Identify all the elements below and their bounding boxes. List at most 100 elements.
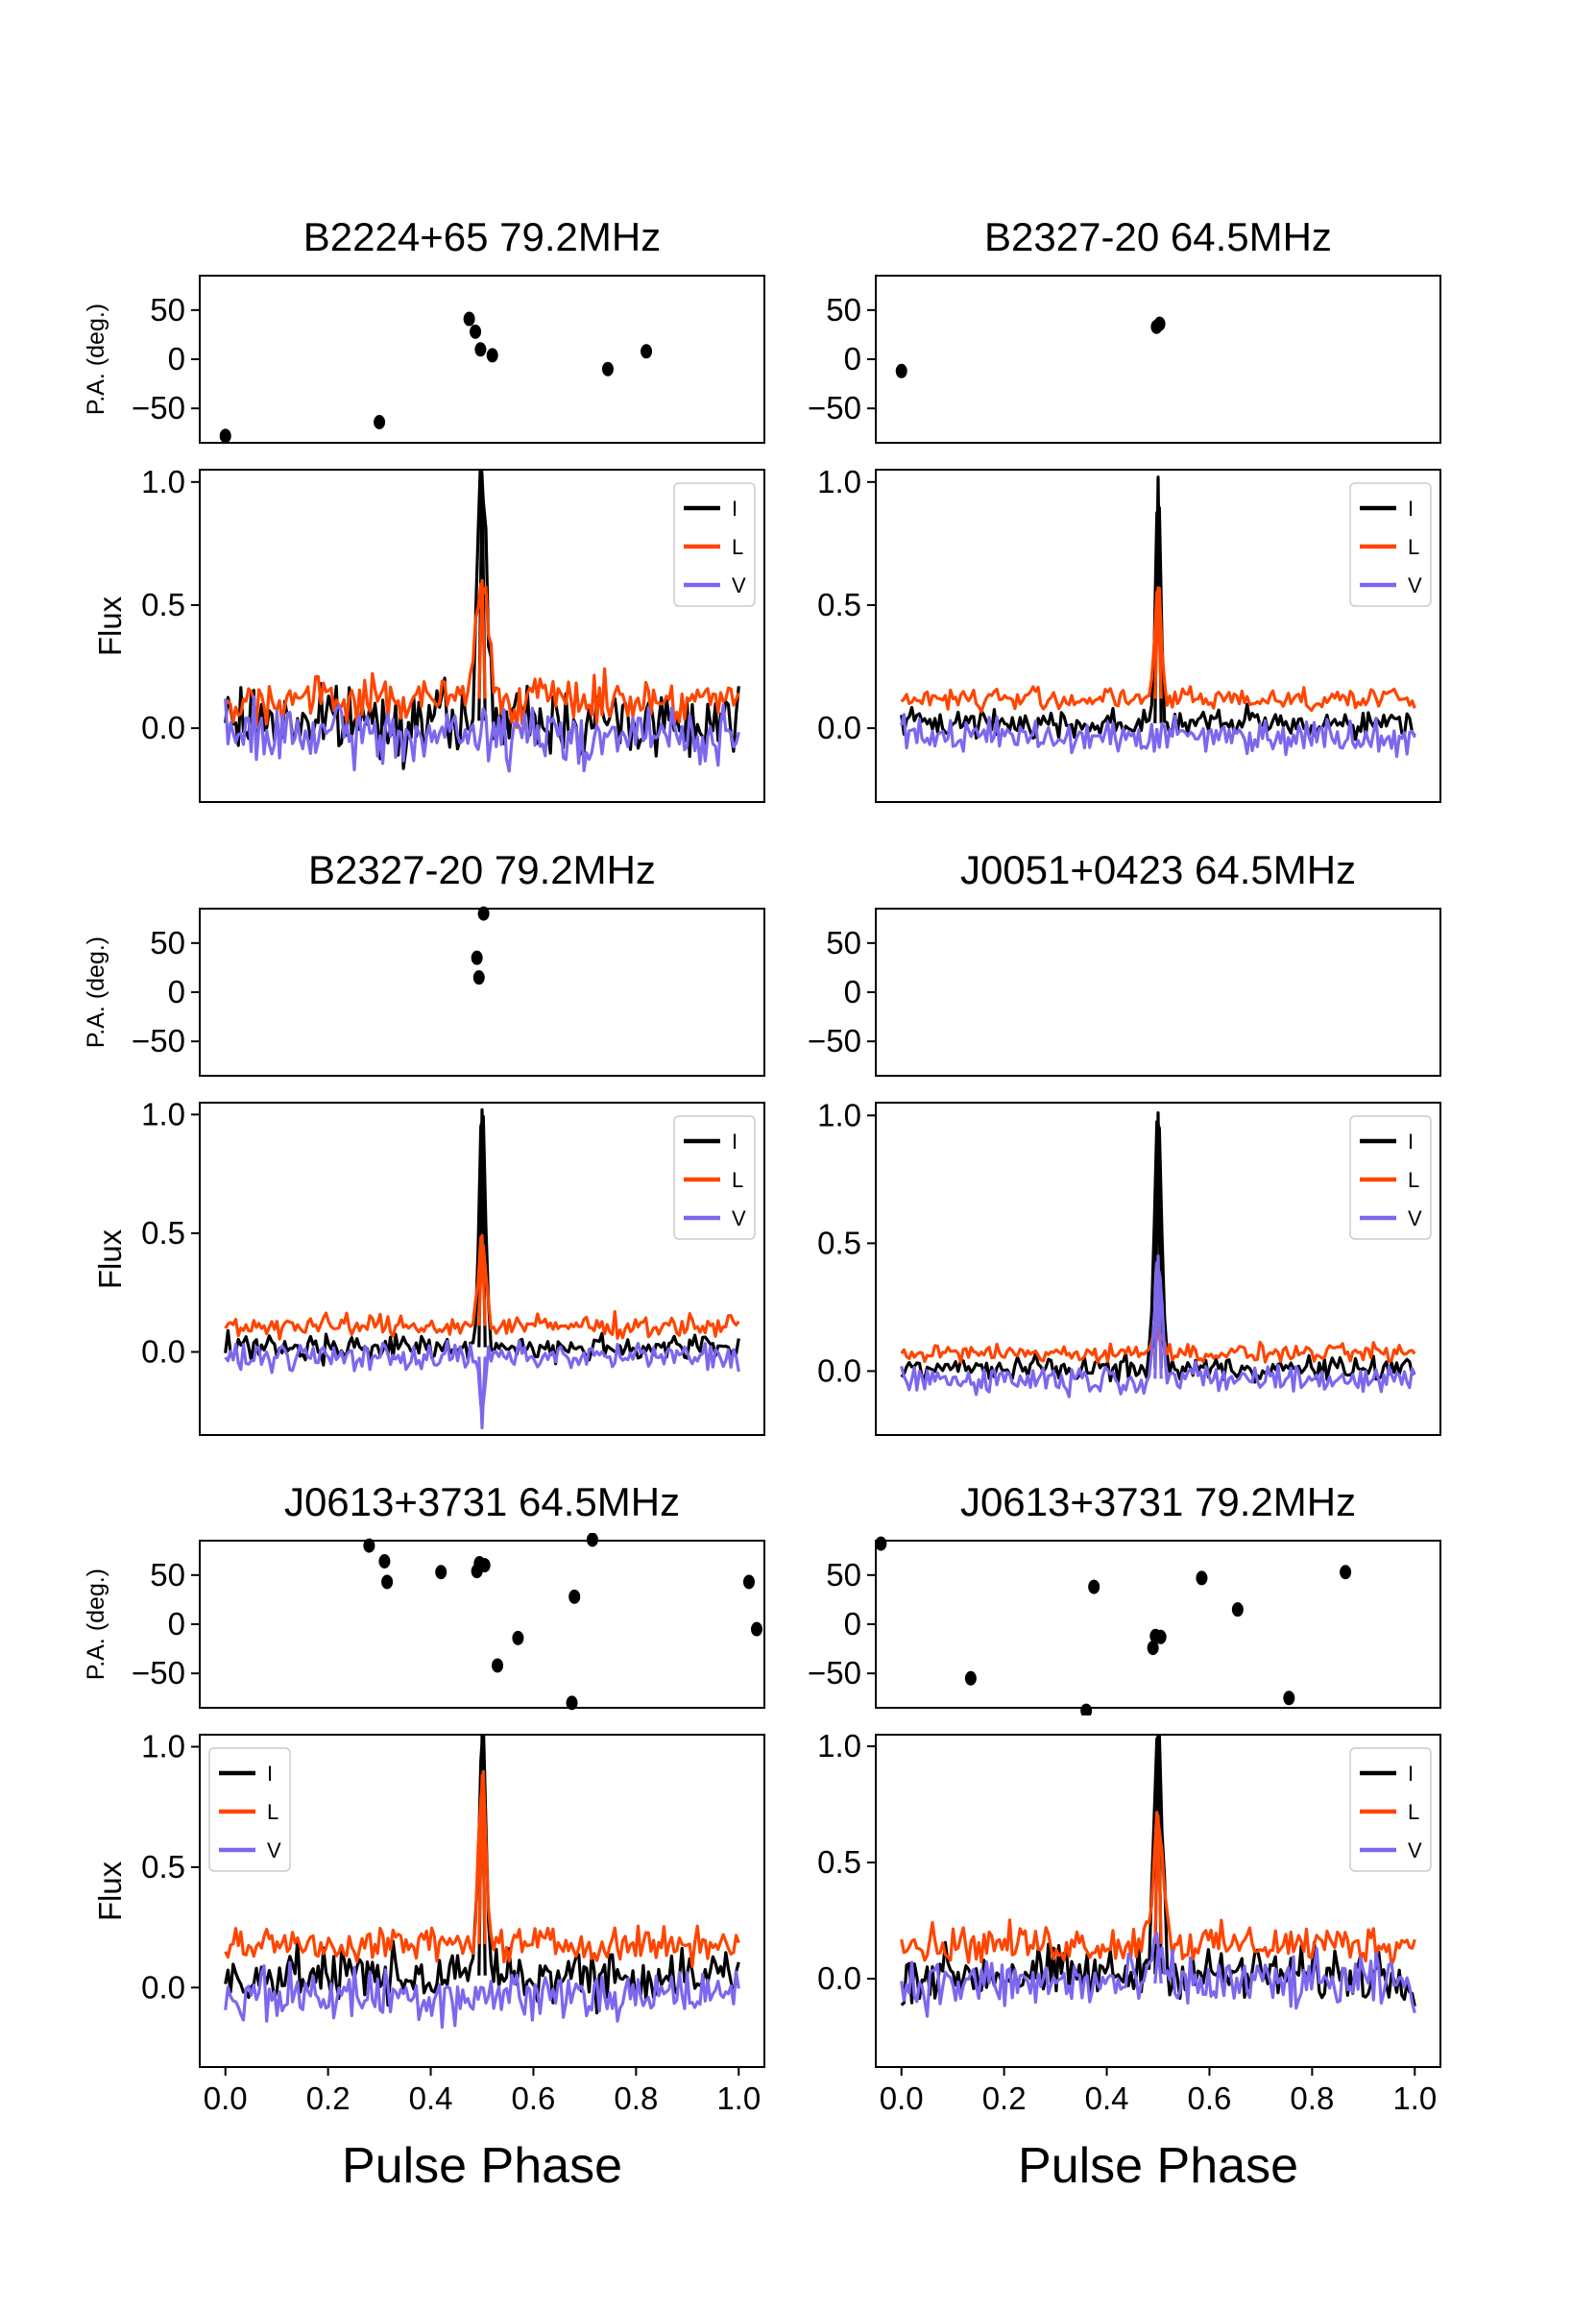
panel-1-pa-point	[219, 428, 231, 444]
panel-4-legend-label-V: V	[1408, 1206, 1422, 1230]
panel-6-xtick-label: 0.6	[1188, 2080, 1232, 2116]
panel-5-flux-ylabel: Flux	[92, 1861, 128, 1921]
panel-6-pa-point	[1080, 1703, 1093, 1715]
panel-5-flux-series-V	[224, 1960, 740, 2030]
panel-5-flux-series-I	[224, 1735, 740, 2015]
panel-4-flux-lines	[900, 1111, 1416, 1399]
panel-5-title: J0613+3731 64.5MHz	[284, 1479, 680, 1524]
panel-6-flux-lines	[900, 1735, 1416, 2018]
panel-1-pa-point	[463, 311, 475, 327]
panel-1-flux-lines	[224, 470, 740, 773]
panel-4-flux-series-L	[900, 1316, 1416, 1365]
panel-3-pa-ytick-label: −50	[132, 1023, 185, 1058]
panel-5-xlabel: Pulse Phase	[342, 2138, 622, 2194]
panel-2-pa-ytick-label: −50	[808, 390, 861, 426]
panel-1-pa-ytick-label: 50	[150, 292, 185, 328]
panel-4-flux-frame	[875, 1102, 1441, 1436]
panel-4-flux-ytick-label: 1.0	[817, 1097, 861, 1132]
panel-6-xlabel: Pulse Phase	[1018, 2138, 1298, 2194]
panel-1-pa-ytick-label: −50	[132, 390, 185, 426]
panel-5-legend-label-L: L	[267, 1800, 278, 1824]
panel-6-pa-point	[964, 1670, 977, 1686]
panel-2-flux-series-L	[900, 586, 1416, 714]
panel-5-flux-series-L	[224, 1769, 740, 1968]
panel-5-xtick-label: 0.2	[306, 2080, 351, 2116]
panel-2-pa-points	[895, 316, 1166, 378]
panel-3-pa-point	[472, 970, 485, 985]
panel-6-pa-ytick-label: −50	[808, 1655, 861, 1691]
panel-6-pa-point	[1283, 1691, 1295, 1706]
panel-3-flux-ytick-label: 1.0	[141, 1096, 185, 1131]
panel-2-pa-ytick-label: 0	[844, 341, 861, 377]
panel-3-flux-ytick-label: 0.5	[141, 1215, 185, 1251]
panel-5-flux-lines	[224, 1735, 740, 2030]
panel-1-flux-ytick-label: 0.5	[141, 587, 185, 622]
panel-5-pa-point	[512, 1630, 524, 1645]
panel-1-pa-point	[601, 361, 614, 377]
panel-5-flux-ytick-label: 0.5	[141, 1849, 185, 1885]
panel-2-legend-label-I: I	[1408, 497, 1414, 521]
panel-2-flux-ytick-label: 0.5	[817, 587, 861, 622]
panel-5-pa-point	[568, 1589, 581, 1604]
panel-5-flux-frame	[199, 1734, 765, 2068]
panel-6-pa-frame	[875, 1540, 1441, 1709]
panel-2-flux-ytick-label: 1.0	[817, 464, 861, 499]
panel-1-pa-point	[374, 415, 386, 430]
panel-2-pa-point	[895, 363, 907, 378]
panel-6-pa-points	[875, 1536, 1352, 1715]
panel-6-pa-point	[1340, 1565, 1352, 1580]
panel-4-pa-ytick-label: −50	[808, 1023, 861, 1058]
panel-1-flux-frame	[199, 469, 765, 803]
panel-2-flux-frame	[875, 469, 1441, 803]
panel-2-title: B2327-20 64.5MHz	[984, 214, 1332, 259]
panel-1-pa-point	[641, 344, 653, 359]
panel-1-flux-ytick-label: 0.0	[141, 710, 185, 745]
panel-1-pa-point	[470, 324, 482, 339]
panel-2-pa-frame	[875, 275, 1441, 444]
panel-5-pa-point	[435, 1565, 447, 1580]
panel-5-pa-point	[363, 1538, 375, 1553]
panel-3-flux-series-L	[224, 1233, 740, 1341]
panel-5-xtick-label: 1.0	[716, 2080, 761, 2116]
panel-1-pa-point	[486, 348, 498, 363]
panel-4-title: J0051+0423 64.5MHz	[960, 847, 1356, 892]
panel-3-pa-ytick-label: 0	[168, 974, 185, 1010]
panel-4-flux-ytick-label: 0.5	[817, 1225, 861, 1260]
panel-4-pa-frame	[875, 908, 1441, 1077]
panel-6-flux-ytick-label: 1.0	[817, 1728, 861, 1764]
panel-3-legend-label-I: I	[732, 1130, 738, 1154]
panel-2-legend-label-L: L	[1408, 535, 1419, 559]
panel-3-title: B2327-20 79.2MHz	[308, 847, 656, 892]
panel-5-xtick-label: 0.6	[512, 2080, 556, 2116]
panel-1-pa-ylabel: P.A. (deg.)	[83, 304, 109, 415]
panel-3-pa-ytick-label: 50	[150, 925, 185, 961]
panel-6-flux-ytick-label: 0.5	[817, 1844, 861, 1880]
panel-1-legend-label-I: I	[732, 497, 738, 521]
panel-4-legend-label-L: L	[1408, 1168, 1419, 1192]
panel-6-flux-series-V	[900, 1931, 1416, 2018]
panel-5-pa-point	[492, 1658, 504, 1673]
panel-5-xtick-label: 0.4	[409, 2080, 453, 2116]
panel-6-pa-point	[1231, 1602, 1244, 1618]
panel-5-pa-ytick-label: 0	[168, 1606, 185, 1642]
panel-6-legend-label-I: I	[1408, 1762, 1414, 1786]
panel-5-pa-point	[750, 1621, 762, 1637]
panel-6-legend-label-L: L	[1408, 1800, 1419, 1824]
panel-1-legend-label-L: L	[732, 535, 743, 559]
panel-5-pa-point	[478, 1558, 491, 1573]
panel-3-flux-ytick-label: 0.0	[141, 1334, 185, 1370]
panel-5-flux-ytick-label: 0.0	[141, 1969, 185, 2005]
panel-6-xtick-label: 1.0	[1392, 2080, 1437, 2116]
panel-1-flux-ylabel: Flux	[92, 596, 128, 656]
panel-5-flux-ytick-label: 1.0	[141, 1729, 185, 1764]
panel-6-title: J0613+3731 79.2MHz	[960, 1479, 1356, 1524]
panel-5-legend-label-V: V	[267, 1838, 281, 1862]
panel-4-legend-label-I: I	[1408, 1130, 1414, 1154]
panel-6-pa-point	[875, 1536, 887, 1551]
panel-1-pa-frame	[199, 275, 765, 444]
panel-6-pa-point	[1196, 1570, 1208, 1586]
panel-6-xtick-label: 0.2	[982, 2080, 1027, 2116]
panel-6-flux-frame	[875, 1734, 1441, 2068]
panel-6-flux-series-L	[900, 1811, 1416, 1967]
